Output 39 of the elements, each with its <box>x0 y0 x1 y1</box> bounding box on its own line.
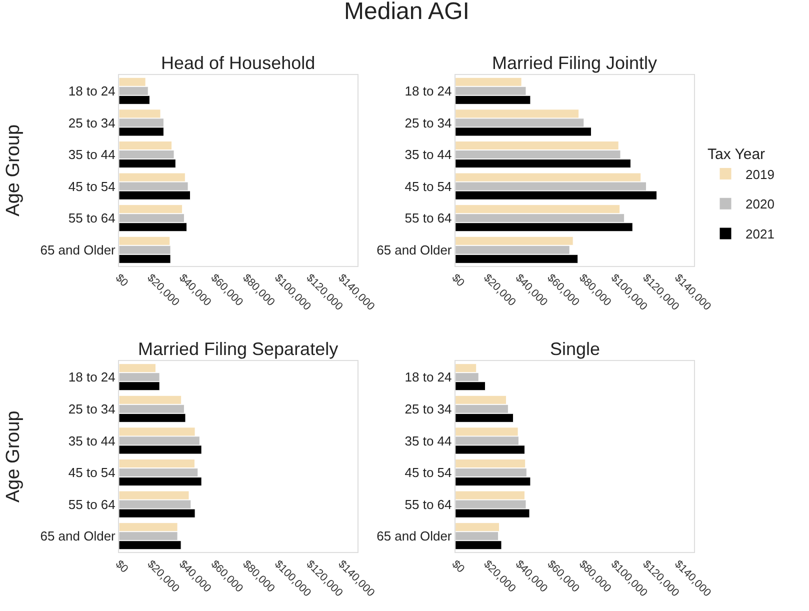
y-tick-label: 55 to 64 <box>68 210 116 226</box>
legend-label: 2020 <box>746 196 774 212</box>
y-tick-label: 65 and Older <box>40 528 116 544</box>
y-tick-label: 18 to 24 <box>404 370 452 385</box>
y-tick-label: 65 and Older <box>376 528 452 544</box>
chart-title: Single <box>550 339 600 359</box>
y-tick-label: 45 to 54 <box>404 178 452 194</box>
legend-label: 2021 <box>746 226 774 242</box>
y-axis-title: Age Group <box>3 410 24 503</box>
y-tick-label: 35 to 44 <box>68 433 116 448</box>
x-tick-label: $0 <box>449 558 467 576</box>
chart-title: Married Filing Separately <box>138 339 338 359</box>
y-tick-label: 25 to 34 <box>68 115 116 130</box>
y-tick-label: 25 to 34 <box>404 115 452 130</box>
y-tick-label: 45 to 54 <box>68 465 116 480</box>
y-tick-label: 35 to 44 <box>404 433 452 448</box>
y-tick-label: 25 to 34 <box>404 401 452 416</box>
text: Median AGI <box>344 0 470 25</box>
y-tick-label: 65 and Older <box>376 242 452 258</box>
x-tick-label: $0 <box>112 558 130 576</box>
y-tick-label: 18 to 24 <box>68 370 116 385</box>
y-tick-label: 18 to 24 <box>404 83 452 98</box>
chart-title: Head of Household <box>161 53 316 73</box>
chart-title: Married Filing Jointly <box>492 53 658 73</box>
legend-title: Tax Year <box>708 146 766 163</box>
y-tick-label: 45 to 54 <box>68 178 116 194</box>
y-axis-title: Age Group <box>3 124 24 216</box>
legend-label: 2019 <box>746 166 774 182</box>
y-tick-label: 18 to 24 <box>68 83 116 98</box>
x-tick-label: $0 <box>449 272 467 290</box>
y-tick-label: 55 to 64 <box>404 210 452 226</box>
y-tick-label: 55 to 64 <box>68 496 116 512</box>
y-tick-label: 45 to 54 <box>404 465 452 480</box>
x-tick-label: $0 <box>112 272 130 290</box>
y-tick-label: 35 to 44 <box>68 147 116 162</box>
y-tick-label: 55 to 64 <box>404 496 452 512</box>
y-tick-label: 25 to 34 <box>68 401 116 416</box>
y-tick-label: 65 and Older <box>40 242 116 258</box>
y-tick-label: 35 to 44 <box>404 147 452 162</box>
